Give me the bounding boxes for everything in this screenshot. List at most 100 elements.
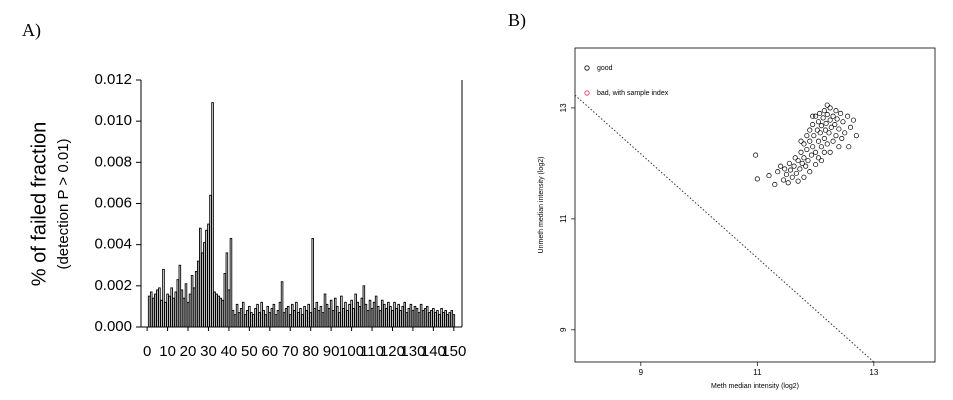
point xyxy=(804,146,810,153)
bar xyxy=(444,310,447,328)
point xyxy=(786,160,792,166)
bar xyxy=(188,293,192,328)
point xyxy=(791,163,797,169)
bar xyxy=(313,308,317,328)
bar xyxy=(352,308,355,328)
bar xyxy=(244,314,247,328)
bar xyxy=(372,301,376,328)
point xyxy=(805,158,811,164)
bar xyxy=(440,308,443,328)
bar xyxy=(180,289,184,328)
point xyxy=(824,102,830,108)
point xyxy=(828,124,834,130)
point xyxy=(842,130,848,136)
bar xyxy=(438,314,441,328)
bar xyxy=(407,308,411,328)
point xyxy=(801,155,807,161)
point xyxy=(830,138,836,144)
bar xyxy=(344,301,347,328)
bar xyxy=(205,229,208,328)
point xyxy=(827,149,833,155)
y-tick-label: 0.008 xyxy=(94,153,132,170)
point xyxy=(836,144,842,150)
point xyxy=(753,152,759,158)
point xyxy=(846,144,852,150)
bar xyxy=(282,312,286,328)
bar xyxy=(415,308,419,328)
x-tick-label: 110 xyxy=(360,343,384,360)
bar xyxy=(321,312,325,328)
bar xyxy=(217,295,220,328)
bar xyxy=(354,293,357,328)
bar xyxy=(233,314,237,328)
point xyxy=(847,124,854,130)
bar xyxy=(270,308,274,328)
y-axis-label: (detection P > 0.01) xyxy=(55,138,72,269)
point xyxy=(801,174,807,180)
reference-line xyxy=(574,94,875,363)
bar xyxy=(170,287,173,328)
point xyxy=(807,127,813,133)
point xyxy=(801,141,807,147)
bar xyxy=(201,252,204,328)
bar xyxy=(387,301,390,328)
bar xyxy=(419,303,423,328)
bar xyxy=(274,314,278,328)
bar xyxy=(174,291,178,328)
bar xyxy=(237,312,241,328)
bar xyxy=(436,310,439,328)
bar xyxy=(368,299,372,328)
point xyxy=(810,144,816,150)
bar xyxy=(397,303,400,328)
point xyxy=(798,149,804,155)
point xyxy=(813,113,819,119)
point xyxy=(810,122,816,128)
bar xyxy=(235,303,239,328)
bar xyxy=(231,310,235,328)
point xyxy=(813,161,819,168)
bar xyxy=(317,310,321,328)
bar xyxy=(151,297,155,328)
x-tick-label: 9 xyxy=(639,368,644,377)
bar xyxy=(430,310,433,328)
bar xyxy=(311,238,315,328)
x-tick-label: 130 xyxy=(400,343,425,360)
point xyxy=(821,135,827,141)
bar xyxy=(199,227,202,328)
point xyxy=(785,180,791,186)
bar xyxy=(147,295,151,328)
point xyxy=(818,158,824,164)
point xyxy=(783,171,790,178)
point xyxy=(821,149,827,155)
point xyxy=(793,170,799,176)
point xyxy=(810,113,816,119)
point xyxy=(795,178,801,184)
x-tick-label: 20 xyxy=(180,343,197,360)
legend-marker xyxy=(584,90,590,96)
bar xyxy=(309,312,312,328)
bar xyxy=(288,314,292,328)
bar xyxy=(383,303,386,328)
point xyxy=(833,133,839,139)
y-axis-label: % of failed fraction xyxy=(28,122,50,287)
point xyxy=(792,155,798,161)
bar xyxy=(278,301,282,328)
point xyxy=(820,115,826,121)
point xyxy=(787,167,794,173)
bar xyxy=(162,268,165,328)
bar xyxy=(178,264,182,328)
bar xyxy=(297,312,300,328)
point xyxy=(775,169,781,175)
point xyxy=(827,105,833,111)
bar xyxy=(385,308,388,328)
bar xyxy=(186,301,190,328)
bar xyxy=(211,102,214,328)
bar xyxy=(258,312,261,328)
bar xyxy=(192,287,196,328)
bar xyxy=(315,301,319,328)
point xyxy=(797,166,803,172)
point xyxy=(818,144,824,150)
bar xyxy=(184,283,188,328)
point xyxy=(821,108,827,114)
bar xyxy=(405,312,409,328)
